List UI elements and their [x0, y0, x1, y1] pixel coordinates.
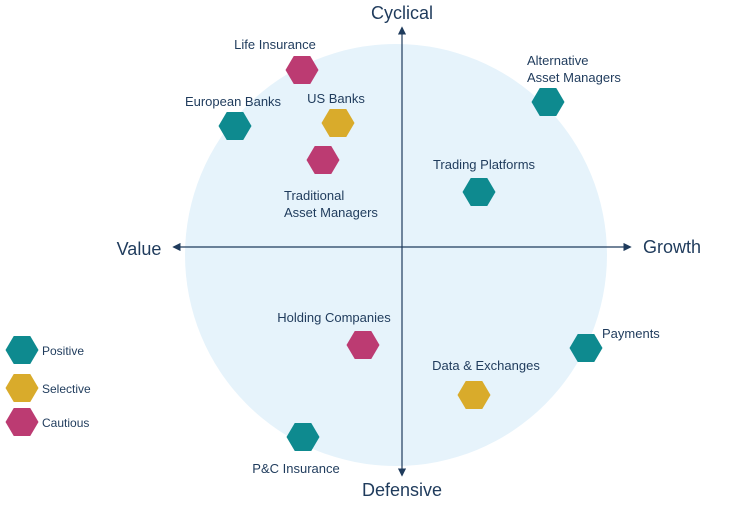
positive-hexagon-marker	[286, 423, 320, 451]
sector-label-line: European Banks	[185, 94, 282, 109]
sector-european-banks: European Banks	[185, 94, 282, 140]
selective-legend-swatch	[5, 374, 39, 402]
sector-label-line: P&C Insurance	[252, 461, 339, 476]
positive-legend-swatch	[5, 336, 39, 364]
sector-life-insurance: Life Insurance	[234, 37, 319, 84]
cautious-hexagon-marker	[306, 146, 340, 174]
axis-label-left: Value	[117, 239, 162, 259]
sector-label-line: Life Insurance	[234, 37, 316, 52]
sector-trading-platforms: Trading Platforms	[433, 157, 536, 206]
sector-label-line: Payments	[602, 326, 660, 341]
axis-label-top: Cyclical	[371, 3, 433, 23]
sector-label: Life Insurance	[234, 37, 316, 52]
selective-hexagon-marker	[321, 109, 355, 137]
sector-label: Holding Companies	[277, 310, 391, 325]
cautious-legend-swatch	[5, 408, 39, 436]
sector-label: Payments	[602, 326, 660, 341]
sector-data-exchanges: Data & Exchanges	[432, 358, 540, 409]
legend-item-cautious: Cautious	[5, 408, 89, 436]
sector-label-line: Holding Companies	[277, 310, 391, 325]
sector-traditional-asset-managers: Traditional Asset Managers	[284, 146, 378, 220]
sector-label: Data & Exchanges	[432, 358, 540, 373]
background-circle	[185, 44, 607, 466]
sector-label: Trading Platforms	[433, 157, 536, 172]
sector-label: P&C Insurance	[252, 461, 339, 476]
sector-pc-insurance: P&C Insurance	[252, 423, 340, 476]
positive-hexagon-marker	[569, 334, 603, 362]
sector-payments: Payments	[569, 326, 660, 362]
sector-alternative-asset-managers: Alternative Asset Managers	[527, 53, 621, 116]
legend: Positive Selective Cautious	[5, 336, 91, 436]
sector-label-line: Asset Managers	[527, 70, 621, 85]
sector-holding-companies: Holding Companies	[277, 310, 391, 359]
sector-label: US Banks	[307, 91, 365, 106]
legend-item-positive: Positive	[5, 336, 84, 364]
sector-label-line: Asset Managers	[284, 205, 378, 220]
sector-label: Traditional Asset Managers	[284, 188, 378, 220]
axis-label-right: Growth	[643, 237, 701, 257]
axis-label-bottom: Defensive	[362, 480, 442, 500]
selective-hexagon-marker	[457, 381, 491, 409]
sector-label-line: Alternative	[527, 53, 588, 68]
cautious-hexagon-marker	[285, 56, 319, 84]
legend-label: Cautious	[42, 416, 89, 430]
legend-label: Selective	[42, 382, 91, 396]
legend-label: Positive	[42, 344, 84, 358]
sector-markers: Life Insurance European Banks US Banks Trad…	[185, 37, 660, 476]
sector-label-line: US Banks	[307, 91, 365, 106]
legend-item-selective: Selective	[5, 374, 91, 402]
positive-hexagon-marker	[531, 88, 565, 116]
sector-label-line: Traditional	[284, 188, 344, 203]
positive-hexagon-marker	[218, 112, 252, 140]
sector-label-line: Data & Exchanges	[432, 358, 540, 373]
sector-us-banks: US Banks	[307, 91, 365, 137]
positive-hexagon-marker	[462, 178, 496, 206]
cautious-hexagon-marker	[346, 331, 380, 359]
sector-label: Alternative Asset Managers	[527, 53, 621, 85]
sector-label-line: Trading Platforms	[433, 157, 536, 172]
sector-label: European Banks	[185, 94, 282, 109]
